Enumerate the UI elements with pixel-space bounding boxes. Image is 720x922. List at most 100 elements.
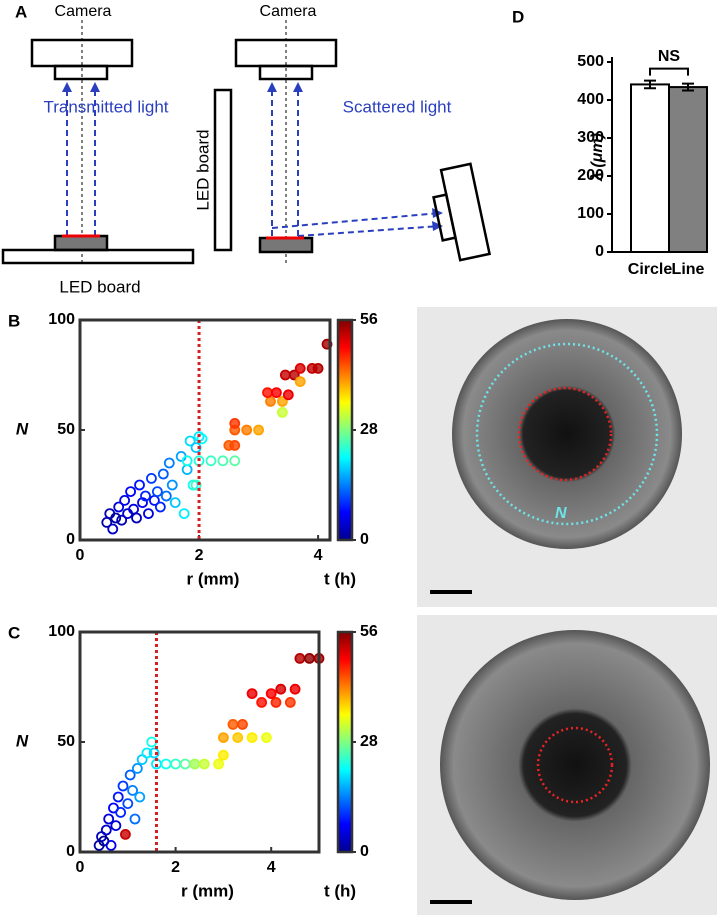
data-point bbox=[217, 732, 229, 743]
x-tick-label: 4 bbox=[314, 547, 323, 564]
data-point bbox=[241, 424, 253, 436]
y-axis-label: N bbox=[16, 419, 29, 438]
light-label: Transmitted light bbox=[43, 97, 168, 116]
data-point bbox=[261, 732, 272, 743]
camera-label: Camera bbox=[260, 3, 317, 20]
data-point bbox=[179, 758, 191, 770]
data-point bbox=[115, 807, 127, 818]
x-axis-label: r (mm) bbox=[187, 569, 240, 588]
data-point bbox=[160, 758, 172, 770]
data-point bbox=[143, 508, 154, 519]
data-point bbox=[112, 791, 124, 803]
data-point bbox=[279, 369, 291, 381]
data-point bbox=[148, 747, 160, 759]
data-point bbox=[294, 362, 306, 374]
data-point bbox=[134, 479, 145, 491]
x-tick-label: Line bbox=[672, 261, 705, 278]
data-point bbox=[196, 433, 208, 445]
data-point bbox=[229, 455, 241, 467]
y-tick-label: 0 bbox=[66, 843, 75, 860]
data-point bbox=[229, 439, 241, 451]
y-tick-label: 200 bbox=[577, 167, 604, 184]
data-point bbox=[229, 417, 241, 429]
data-point bbox=[276, 406, 288, 418]
data-point bbox=[169, 497, 181, 509]
panel-label: C bbox=[8, 623, 20, 642]
colorbar-tick-label: 0 bbox=[360, 531, 369, 548]
data-point bbox=[271, 387, 282, 399]
data-point bbox=[131, 512, 142, 524]
data-point bbox=[151, 486, 163, 498]
y-tick-label: 0 bbox=[595, 243, 604, 260]
data-point bbox=[125, 486, 136, 498]
data-point bbox=[134, 791, 146, 803]
data-point bbox=[205, 455, 217, 467]
data-point bbox=[217, 455, 229, 467]
data-point bbox=[140, 490, 151, 502]
y-tick-label: 500 bbox=[577, 53, 604, 70]
bar bbox=[630, 83, 670, 253]
data-point bbox=[127, 785, 138, 796]
data-point bbox=[276, 395, 288, 407]
x-tick-label: Circle bbox=[628, 261, 673, 278]
y-tick-label: 50 bbox=[57, 421, 75, 438]
colony-photo: N bbox=[417, 307, 717, 915]
data-point bbox=[198, 758, 210, 770]
y-tick-label: 100 bbox=[577, 205, 604, 222]
data-point bbox=[119, 494, 131, 506]
data-point bbox=[146, 472, 157, 484]
data-point bbox=[110, 820, 122, 831]
significance-bracket bbox=[649, 67, 689, 76]
data-point bbox=[294, 376, 306, 388]
colorbar-label: t (h) bbox=[324, 881, 356, 900]
data-point bbox=[217, 749, 229, 761]
data-point bbox=[163, 457, 175, 469]
data-point bbox=[141, 747, 153, 759]
data-point bbox=[113, 501, 125, 513]
data-point bbox=[265, 688, 277, 699]
svg-text:N: N bbox=[555, 505, 567, 522]
plot-frame bbox=[78, 318, 332, 542]
data-point bbox=[157, 468, 169, 480]
bar bbox=[668, 86, 708, 253]
data-point bbox=[256, 697, 268, 708]
x-tick-label: 4 bbox=[267, 859, 276, 876]
data-point bbox=[184, 435, 196, 447]
error-bar bbox=[644, 79, 656, 90]
data-point bbox=[227, 719, 239, 730]
setup-diagram: A Camera Transmitted light LED board Cam… bbox=[1, 2, 492, 296]
camera-label: Camera bbox=[55, 3, 112, 20]
y-axis-label: N bbox=[16, 731, 29, 750]
data-point bbox=[103, 813, 115, 825]
data-point bbox=[137, 497, 148, 509]
data-point bbox=[190, 479, 202, 491]
data-point bbox=[312, 362, 324, 374]
data-point bbox=[262, 387, 273, 399]
x-tick-label: 0 bbox=[76, 859, 85, 876]
colorbar-tick-label: 56 bbox=[360, 311, 378, 328]
panel-label: B bbox=[8, 311, 20, 330]
data-point bbox=[282, 389, 294, 401]
data-point bbox=[117, 780, 129, 792]
data-point bbox=[129, 813, 141, 825]
y-tick-label: 50 bbox=[57, 733, 75, 750]
data-point bbox=[105, 840, 117, 851]
y-tick-label: 0 bbox=[66, 531, 75, 548]
light-label: Scattered light bbox=[343, 97, 452, 116]
x-axis-label: r (mm) bbox=[181, 881, 234, 900]
data-point bbox=[232, 732, 244, 743]
error-bar bbox=[682, 82, 694, 92]
data-point bbox=[166, 479, 178, 491]
data-point bbox=[304, 653, 315, 664]
data-point bbox=[253, 424, 264, 436]
x-tick-label: 2 bbox=[195, 547, 204, 564]
data-point bbox=[170, 758, 182, 770]
data-point bbox=[181, 455, 193, 467]
colorbar bbox=[336, 630, 354, 854]
data-point bbox=[160, 490, 172, 502]
data-point bbox=[265, 395, 276, 407]
data-point bbox=[284, 697, 296, 708]
y-tick-label: 300 bbox=[577, 129, 604, 146]
